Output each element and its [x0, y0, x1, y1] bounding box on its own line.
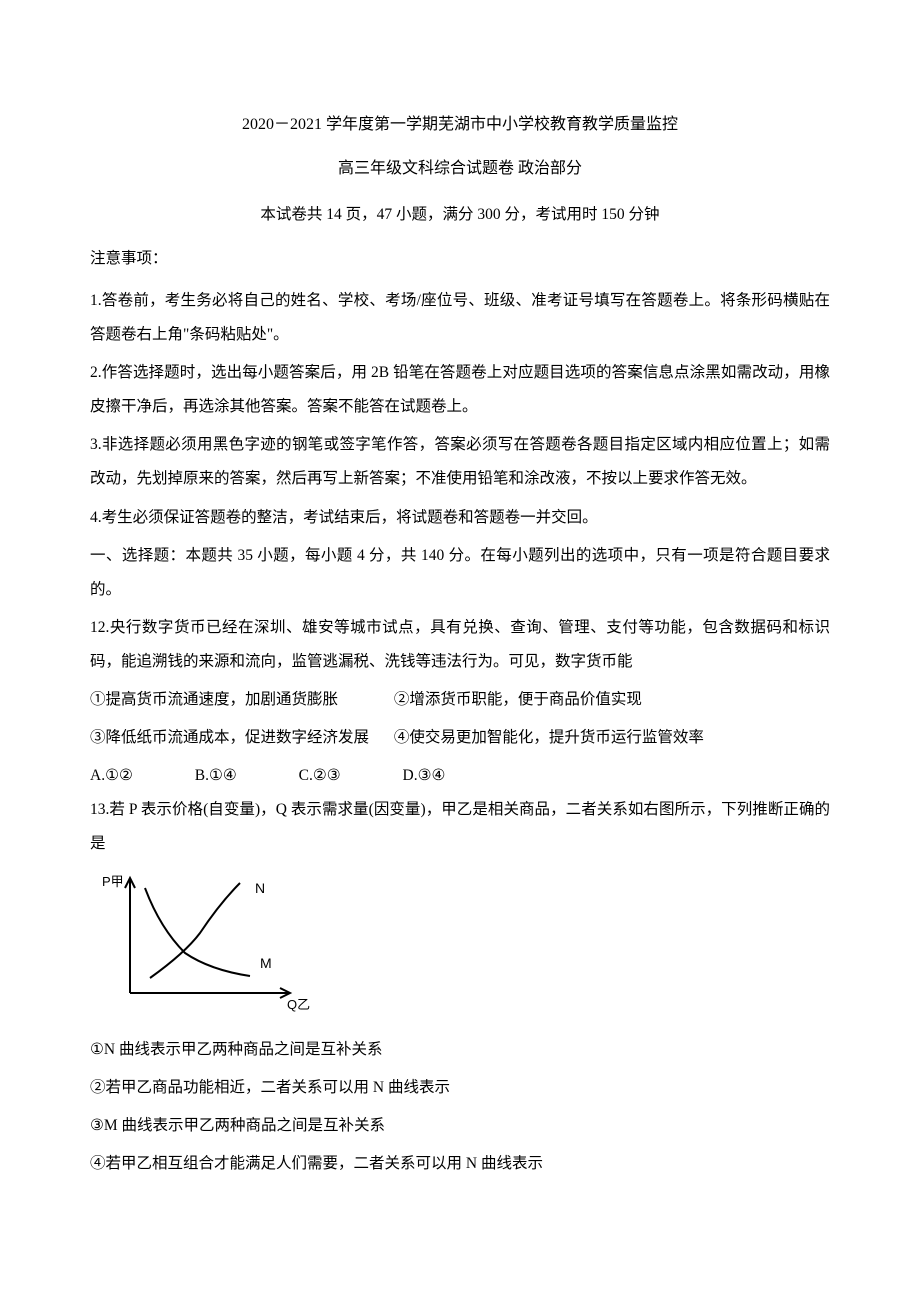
q12-optD: D.③④: [403, 759, 446, 793]
q12-optC: C.②③: [299, 759, 341, 793]
exam-info: 本试卷共 14 页，47 小题，满分 300 分，考试用时 150 分钟: [90, 202, 830, 224]
exam-title: 2020－2021 学年度第一学期芜湖市中小学校教育教学质量监控: [90, 110, 830, 134]
q12-optB: B.①④: [195, 759, 237, 793]
notice-item-4: 4.考生必须保证答题卷的整洁，考试结束后，将试题卷和答题卷一并交回。: [90, 501, 830, 535]
q13-chart-svg: P甲 Q乙 N M: [90, 868, 310, 1018]
exam-subtitle: 高三年级文科综合试题卷 政治部分: [90, 154, 830, 178]
q12-optA: A.①②: [90, 759, 133, 793]
svg-text:M: M: [260, 955, 272, 971]
q12-options: A.①② B.①④ C.②③ D.③④: [90, 759, 830, 793]
svg-text:P甲: P甲: [102, 874, 124, 889]
notice-heading: 注意事项：: [90, 246, 830, 268]
section1-heading: 一、选择题：本题共 35 小题，每小题 4 分，共 140 分。在每小题列出的选…: [90, 539, 830, 607]
q12-choice1: ①提高货币流通速度，加剧通货膨胀: [90, 683, 390, 717]
q12-choice2: ②增添货币职能，便于商品价值实现: [394, 691, 642, 708]
svg-text:N: N: [255, 880, 265, 896]
q13-sub4: ④若甲乙相互组合才能满足人们需要，二者关系可以用 N 曲线表示: [90, 1147, 830, 1181]
notice-item-3: 3.非选择题必须用黑色字迹的钢笔或签字笔作答，答案必须写在答题卷各题目指定区域内…: [90, 428, 830, 496]
svg-text:Q乙: Q乙: [287, 997, 310, 1012]
q12-choice3: ③降低纸币流通成本，促进数字经济发展: [90, 721, 390, 755]
q13-sub2: ②若甲乙商品功能相近，二者关系可以用 N 曲线表示: [90, 1071, 830, 1105]
q13-sub3: ③M 曲线表示甲乙两种商品之间是互补关系: [90, 1109, 830, 1143]
q13-chart: P甲 Q乙 N M: [90, 868, 830, 1023]
q12-choice4: ④使交易更加智能化，提升货币运行监管效率: [394, 729, 704, 746]
q12-choices-row2: ③降低纸币流通成本，促进数字经济发展 ④使交易更加智能化，提升货币运行监管效率: [90, 721, 830, 755]
q13-sub1: ①N 曲线表示甲乙两种商品之间是互补关系: [90, 1033, 830, 1067]
q13-stem: 13.若 P 表示价格(自变量)，Q 表示需求量(因变量)，甲乙是相关商品，二者…: [90, 793, 830, 861]
q12-stem: 12.央行数字货币已经在深圳、雄安等城市试点，具有兑换、查询、管理、支付等功能，…: [90, 611, 830, 679]
q12-choices-row1: ①提高货币流通速度，加剧通货膨胀 ②增添货币职能，便于商品价值实现: [90, 683, 830, 717]
notice-item-2: 2.作答选择题时，选出每小题答案后，用 2B 铅笔在答题卷上对应题目选项的答案信…: [90, 356, 830, 424]
notice-item-1: 1.答卷前，考生务必将自己的姓名、学校、考场/座位号、班级、准考证号填写在答题卷…: [90, 284, 830, 352]
